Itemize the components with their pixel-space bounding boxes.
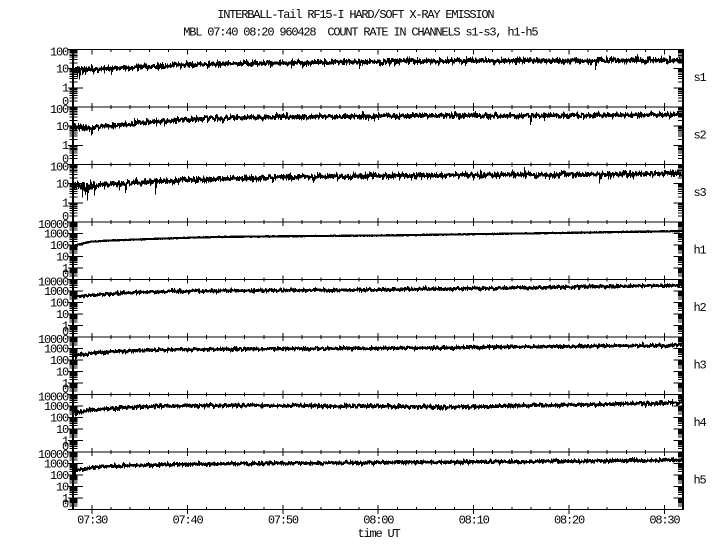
svg-text:10: 10 <box>56 423 69 437</box>
svg-text:1000: 1000 <box>44 400 69 414</box>
svg-text:MBL 07:40 08:20 960428 COUNT: MBL 07:40 08:20 960428 COUNT RATE IN CHA… <box>183 26 538 40</box>
svg-text:10: 10 <box>56 480 69 494</box>
svg-text:h5: h5 <box>694 473 707 487</box>
svg-text:07:30: 07:30 <box>77 514 108 528</box>
svg-text:0: 0 <box>62 153 69 167</box>
svg-text:100: 100 <box>50 239 69 253</box>
svg-text:10: 10 <box>56 250 69 264</box>
svg-text:10000: 10000 <box>38 275 69 289</box>
svg-text:1: 1 <box>62 82 69 96</box>
svg-text:1000: 1000 <box>44 342 69 356</box>
svg-text:0: 0 <box>62 95 69 109</box>
svg-text:s2: s2 <box>694 128 707 142</box>
svg-text:10: 10 <box>56 120 69 134</box>
svg-text:08:30: 08:30 <box>649 514 680 528</box>
svg-text:08:10: 08:10 <box>459 514 490 528</box>
svg-text:1000: 1000 <box>44 457 69 471</box>
svg-text:100: 100 <box>50 469 69 483</box>
svg-text:1: 1 <box>62 139 69 153</box>
svg-text:1: 1 <box>62 319 69 333</box>
svg-text:0: 0 <box>62 210 69 224</box>
svg-text:07:50: 07:50 <box>268 514 299 528</box>
svg-text:100: 100 <box>50 411 69 425</box>
svg-text:1000: 1000 <box>44 285 69 299</box>
svg-text:100: 100 <box>50 296 69 310</box>
svg-text:h4: h4 <box>694 416 707 430</box>
svg-text:10: 10 <box>56 365 69 379</box>
svg-text:0: 0 <box>62 440 69 454</box>
svg-text:100: 100 <box>50 354 69 368</box>
svg-text:07:40: 07:40 <box>172 514 203 528</box>
svg-text:10000: 10000 <box>38 390 69 404</box>
svg-text:h1: h1 <box>694 243 707 257</box>
svg-text:time UT: time UT <box>358 527 401 541</box>
svg-text:10: 10 <box>56 308 69 322</box>
svg-text:10000: 10000 <box>38 218 69 232</box>
svg-text:10: 10 <box>56 63 69 77</box>
svg-text:1000: 1000 <box>44 227 69 241</box>
svg-text:s3: s3 <box>694 186 707 200</box>
svg-text:1: 1 <box>62 492 69 506</box>
svg-text:10000: 10000 <box>38 333 69 347</box>
svg-text:1: 1 <box>62 377 69 391</box>
svg-text:08:20: 08:20 <box>554 514 585 528</box>
svg-text:100: 100 <box>50 103 69 117</box>
svg-text:0: 0 <box>62 498 69 512</box>
svg-text:h3: h3 <box>694 358 707 372</box>
svg-text:08:00: 08:00 <box>363 514 394 528</box>
svg-text:s1: s1 <box>694 71 707 85</box>
svg-text:1: 1 <box>62 434 69 448</box>
svg-text:0: 0 <box>62 383 69 397</box>
svg-text:100: 100 <box>50 45 69 59</box>
svg-text:10000: 10000 <box>38 448 69 462</box>
svg-text:100: 100 <box>50 160 69 174</box>
svg-text:1: 1 <box>62 262 69 276</box>
svg-text:0: 0 <box>62 268 69 282</box>
svg-text:INTERBALL-Tail RF15-I HARD/SOF: INTERBALL-Tail RF15-I HARD/SOFT X-RAY EM… <box>217 8 494 22</box>
svg-text:10: 10 <box>56 178 69 192</box>
svg-text:h2: h2 <box>694 301 707 315</box>
svg-text:0: 0 <box>62 325 69 339</box>
svg-text:1: 1 <box>62 197 69 211</box>
